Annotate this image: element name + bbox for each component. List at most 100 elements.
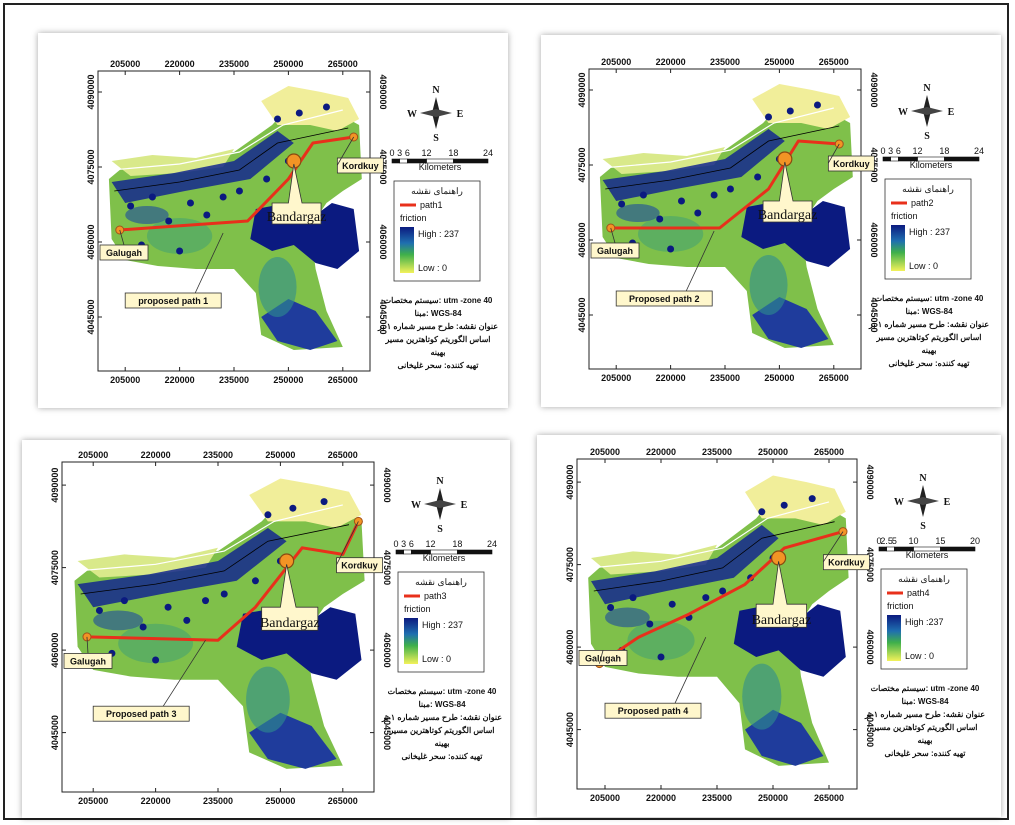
map-svg-3: 205000 205000 220000 220000 235000 235000 2500…: [50, 450, 502, 806]
scale-bar-segment: [391, 158, 400, 164]
compass-w: W: [411, 500, 421, 511]
scale-tick-label: 3: [888, 146, 893, 156]
y-tick-label-left: 4045000: [577, 297, 587, 332]
mottle: [749, 255, 788, 315]
scale-bar-segment: [890, 156, 899, 162]
x-tick-label-bottom: 205000: [110, 375, 140, 385]
blue-dot: [758, 508, 766, 516]
mottle: [118, 623, 194, 664]
blue-dot: [295, 109, 303, 117]
galugah-leader: [119, 229, 125, 246]
info-line: سیستم مختصات: utm -zone 40: [871, 684, 980, 694]
legend-path-label: path1: [420, 200, 443, 210]
road-line: [590, 501, 830, 569]
compass-n: N: [436, 476, 444, 487]
x-tick-label-bottom: 235000: [702, 793, 732, 803]
x-tick-label-bottom: 250000: [265, 796, 295, 806]
bandargaz-callout: [271, 163, 322, 225]
y-tick-label-right: 4060000: [865, 630, 875, 665]
x-tick-label-bottom: 235000: [203, 796, 233, 806]
mottle: [637, 216, 704, 252]
info-line: سیستم مختصات: utm -zone 40: [388, 687, 497, 697]
x-tick-label-bottom: 205000: [601, 373, 631, 383]
kordkuy-label: Kordkuy: [342, 161, 379, 171]
mottle: [742, 663, 782, 730]
scale-tick-label: 24: [483, 148, 493, 158]
x-tick-label-top: 220000: [656, 57, 686, 67]
proposed-path-leader: [162, 639, 206, 707]
legend-high: High :237: [905, 617, 944, 627]
legend-high: High : 237: [422, 620, 463, 630]
scale-bar-segment: [886, 546, 895, 552]
galugah-callout: [63, 652, 113, 669]
info-line: بهینه: [917, 736, 932, 746]
scale-tick-label: 24: [487, 539, 497, 549]
y-tick-label-left: 4060000: [86, 224, 96, 259]
route-line: [610, 139, 840, 230]
kordkuy-callout: [336, 157, 384, 174]
blue-dot: [780, 501, 788, 509]
x-tick-label-top: 205000: [601, 57, 631, 67]
y-tick-label-right: 4060000: [382, 633, 392, 668]
compass-icon-ew: [420, 109, 452, 117]
scale-tick-label: 0: [880, 146, 885, 156]
x-tick-label-top: 265000: [328, 59, 358, 69]
galugah-label: Galugah: [585, 653, 621, 663]
scale-tick-label: 18: [448, 148, 458, 158]
y-tick-label-right: 4060000: [378, 224, 388, 259]
kordkuy-callout: [822, 554, 870, 571]
blue-dot: [667, 245, 675, 253]
compass-e: E: [461, 500, 468, 511]
x-tick-label-bottom: 220000: [646, 793, 676, 803]
y-tick-label-right: 4090000: [865, 465, 875, 500]
proposed-path-callout: [604, 702, 702, 719]
x-tick-label-top: 220000: [165, 59, 195, 69]
compass-w: W: [898, 107, 908, 118]
x-tick-label-top: 235000: [702, 447, 732, 457]
info-line: سیستم مختصات: utm -zone 40: [384, 296, 493, 306]
compass-e: E: [944, 497, 951, 508]
road-line: [602, 107, 834, 169]
scale-tick-label: 6: [896, 146, 901, 156]
legend-title: راهنمای نقشه: [898, 574, 950, 585]
mottle: [616, 204, 660, 222]
scale-unit: Kilometers: [423, 553, 466, 563]
scale-bar-segment: [395, 549, 404, 555]
mottle: [605, 607, 650, 628]
scale-tick-label: 3: [397, 148, 402, 158]
compass-n: N: [923, 83, 931, 94]
y-tick-label-left: 4045000: [86, 299, 96, 334]
proposed-path-label: Proposed path 3: [106, 709, 177, 719]
kordkuy-marker: [838, 527, 848, 537]
road-line: [593, 521, 835, 592]
kordkuy-callout: [336, 557, 383, 574]
legend-friction: friction: [400, 213, 427, 223]
info-line: بهینه: [434, 739, 449, 749]
blue-dot: [322, 103, 330, 111]
x-tick-label-bottom: 265000: [814, 793, 844, 803]
legend-ramp: [404, 618, 418, 664]
blue-dot: [264, 511, 272, 519]
x-tick-label-bottom: 235000: [710, 373, 740, 383]
scale-tick-label: 3: [401, 539, 406, 549]
legend-title: راهنمای نقشه: [415, 577, 467, 588]
legend-low: Low : 0: [418, 263, 447, 273]
y-tick-label-left: 4075000: [86, 149, 96, 184]
kordkuy-leader: [828, 143, 840, 164]
scale-unit: Kilometers: [419, 162, 462, 172]
x-tick-label-bottom: 250000: [758, 793, 788, 803]
mottle: [246, 666, 290, 733]
scale-unit: Kilometers: [910, 160, 953, 170]
blue-dot: [120, 597, 128, 605]
y-tick-label-right: 4075000: [382, 550, 392, 585]
blue-dot: [726, 185, 734, 193]
bandargaz-label: Bandargaz: [752, 613, 812, 628]
legend-ramp: [887, 615, 901, 661]
info-line: بهینه: [430, 348, 445, 358]
legend-ramp: [400, 227, 414, 273]
y-tick-label-left: 4075000: [565, 547, 575, 582]
blue-dot: [139, 623, 147, 631]
y-tick-label-right: 4045000: [382, 715, 392, 750]
legend-ramp: [891, 225, 905, 271]
blue-dot: [289, 504, 297, 512]
